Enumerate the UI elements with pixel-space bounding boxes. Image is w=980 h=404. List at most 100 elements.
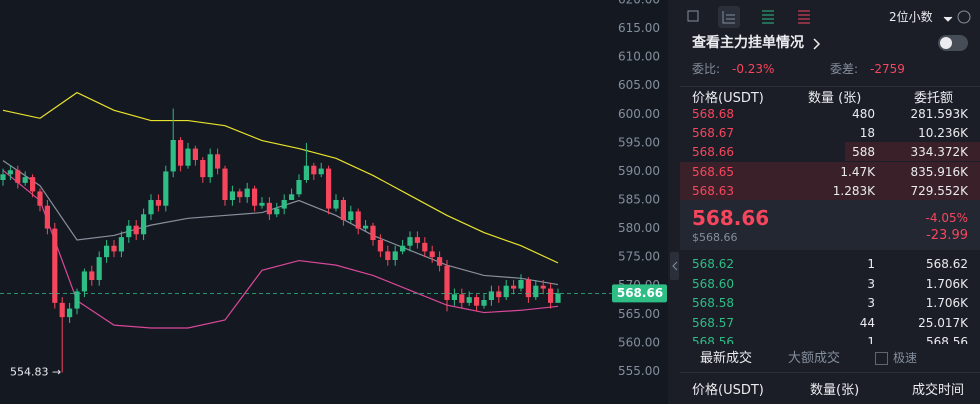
y-tick-label: 585.00 — [618, 193, 660, 207]
candle-body — [89, 271, 95, 280]
order-book-panel: 2位小数 查看主力挂单情况 委比: -0.23% 委差: -2759 价格(US… — [680, 0, 980, 404]
collapse-handle[interactable] — [670, 252, 679, 280]
y-tick-label: 560.00 — [618, 335, 660, 349]
diff-value: -2759 — [870, 62, 905, 76]
asks-price: 568.67 — [692, 126, 734, 141]
asks-row[interactable]: 568.63 1.283K 729.552K — [680, 180, 980, 200]
toggle[interactable] — [938, 35, 968, 51]
candle-body — [155, 200, 161, 206]
divider — [668, 0, 680, 404]
candle-body — [74, 291, 80, 309]
bids-amount: 568.62 — [926, 257, 968, 271]
asks-qty: 588 — [852, 145, 875, 160]
candle-body — [67, 308, 73, 318]
candle-body — [163, 171, 169, 206]
trades-header-qty[interactable]: 数量(张) — [810, 383, 860, 398]
y-tick-label: 615.00 — [618, 21, 660, 35]
candle-body — [392, 251, 398, 260]
candle-body — [148, 200, 154, 215]
asks-row[interactable]: 568.66 588 334.372K — [680, 142, 980, 162]
mid-price-box — [680, 200, 980, 250]
asks-row[interactable]: 568.68 480 281.593K — [680, 104, 980, 123]
candle-body — [222, 168, 228, 200]
candle-body — [407, 237, 413, 246]
candle-body — [133, 225, 139, 235]
y-tick-label: 590.00 — [618, 164, 660, 178]
trades-header-time: 成交时间 — [912, 383, 965, 398]
candle-body — [44, 205, 50, 229]
candle-body — [207, 154, 213, 178]
asks-qty: 18 — [859, 126, 875, 141]
asks-price: 568.66 — [692, 145, 734, 160]
icon-asks — [722, 11, 735, 24]
candle-body — [518, 280, 524, 289]
candle-body — [525, 280, 531, 298]
candle-body — [281, 200, 287, 209]
price-chart: 620.00 615.00 610.00 605.00 600.00 595.00 590.… — [0, 0, 680, 404]
tab-latest[interactable]: 最新成交 — [700, 351, 753, 366]
bids-price: 568.57 — [692, 315, 734, 330]
bids-row[interactable]: 568.60 3 1.706K — [680, 274, 980, 293]
candle-body — [429, 251, 435, 258]
candle-body — [252, 188, 258, 206]
candle-body — [481, 300, 487, 306]
candle-body — [496, 291, 502, 298]
bids-row[interactable]: 568.57 44 25.017K — [680, 313, 980, 332]
candle-body — [170, 140, 176, 172]
candle-body — [333, 200, 339, 209]
candle-body — [451, 294, 457, 300]
asks-price: 568.65 — [692, 164, 734, 179]
current-price-label: 568.66 — [617, 286, 663, 300]
dropdown-arrow — [943, 16, 953, 22]
main-orders-link[interactable]: 查看主力挂单情况 — [692, 35, 804, 51]
asks-qty: 480 — [852, 107, 875, 121]
candle-body — [178, 140, 184, 166]
icon-bids[interactable] — [762, 10, 774, 24]
bids-qty: 3 — [867, 276, 875, 291]
asks-row[interactable]: 568.67 18 10.236K — [680, 123, 980, 142]
current-price-tag — [612, 284, 667, 303]
candle-body — [141, 214, 147, 235]
icon-active-bg[interactable] — [718, 6, 740, 28]
y-tick-label: 575.00 — [618, 250, 660, 264]
bids-row[interactable]: 568.58 3 1.706K — [680, 293, 980, 312]
toolbar-icons — [687, 6, 971, 28]
bids-row[interactable]: 568.62 1 568.62 — [680, 254, 980, 273]
asks-qty: 1.47K — [840, 164, 875, 179]
trades-header-price: 价格(USDT) — [692, 383, 764, 398]
band-line — [2, 160, 559, 286]
candle-body — [474, 297, 480, 306]
candle-body — [533, 285, 539, 298]
candle-body — [548, 288, 554, 303]
candle-body — [274, 208, 280, 215]
y-tick-label: 555.00 — [618, 364, 660, 378]
y-tick-label: 565.00 — [618, 307, 660, 321]
icon-both[interactable] — [687, 10, 699, 22]
candle-body — [326, 168, 332, 209]
candle-body — [96, 257, 102, 280]
candle-body — [488, 291, 494, 300]
precision-select[interactable]: 2位小数 — [889, 10, 933, 24]
y-tick-label: 620.00 — [618, 0, 660, 7]
candle-body — [104, 245, 110, 258]
candle-body — [555, 293, 561, 303]
band-line — [2, 91, 559, 264]
icon-sells[interactable] — [798, 10, 810, 24]
header-amount[interactable]: 委托额 — [914, 91, 954, 106]
candle-body — [311, 165, 317, 175]
y-tick-label: 595.00 — [618, 135, 660, 149]
candle-body — [244, 188, 250, 198]
candle-body — [126, 225, 132, 238]
settings-icon[interactable] — [957, 10, 971, 24]
tab-large[interactable]: 大额成交 — [788, 351, 841, 366]
change-pct: -4.05% — [925, 211, 968, 225]
fast-label: 极速 — [893, 351, 918, 365]
candle-body — [511, 285, 517, 289]
asks-amount: 729.552K — [910, 183, 969, 198]
asks-row[interactable]: 568.65 1.47K 835.916K — [680, 161, 980, 181]
candle-body — [15, 170, 21, 183]
bids-qty: 44 — [859, 315, 875, 330]
candle-body — [81, 271, 87, 292]
header-qty[interactable]: 数量 (张) — [808, 91, 862, 106]
fast-checkbox[interactable] — [875, 352, 888, 365]
